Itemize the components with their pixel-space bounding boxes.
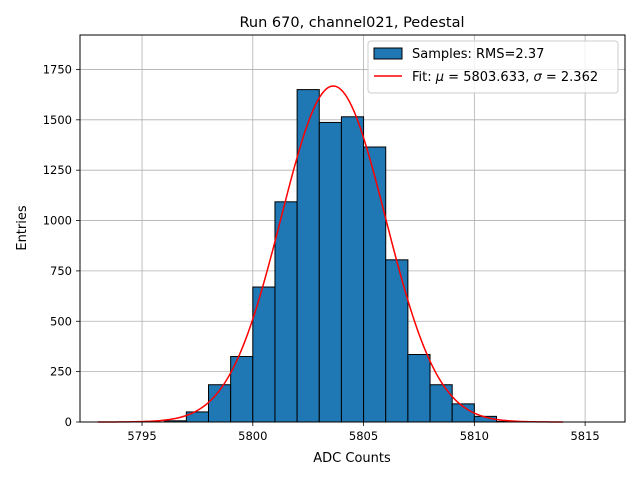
chart-title: Run 670, channel021, Pedestal	[239, 15, 464, 31]
histogram-bars	[163, 89, 520, 423]
x-tick-label: 5815	[570, 429, 599, 443]
y-axis-label: Entries	[15, 205, 30, 251]
legend-fit-mu-value: = 5803.633,	[444, 70, 533, 85]
legend-fit-sigma-value: = 2.362	[542, 70, 598, 85]
legend-frame	[367, 40, 619, 94]
y-tick-label: 1250	[43, 163, 72, 177]
y-tick-label: 250	[50, 365, 72, 379]
histogram-bar	[340, 116, 365, 423]
legend-fit-mu-symbol: μ	[435, 70, 444, 85]
y-tick-label: 750	[50, 264, 72, 278]
histogram-bar	[429, 384, 453, 423]
x-tick-label: 5800	[238, 429, 267, 443]
y-tick-label: 0	[65, 415, 72, 429]
y-tick-label: 1500	[43, 113, 72, 127]
histogram-bar	[363, 146, 387, 423]
x-tick-label: 5810	[460, 429, 489, 443]
y-tick-label: 1750	[43, 62, 72, 76]
fit-curve-layer	[97, 85, 563, 423]
legend-fit-sigma-symbol: σ	[534, 70, 543, 85]
histogram-bar	[407, 354, 431, 423]
histogram-bar	[385, 259, 409, 423]
legend-fit-label: Fit: μ = 5803.633, σ = 2.362	[412, 70, 598, 85]
histogram-bar	[296, 89, 320, 423]
y-tick-label: 1000	[43, 214, 72, 228]
fit-curve	[97, 85, 563, 423]
legend-samples-patch	[373, 47, 403, 60]
x-tick-label: 5795	[127, 429, 156, 443]
legend-fit-prefix: Fit:	[412, 70, 436, 85]
histogram-bar	[274, 201, 298, 423]
legend: Samples: RMS=2.37 Fit: μ = 5803.633, σ =…	[367, 40, 619, 94]
histogram-bar	[318, 121, 342, 423]
plot-frame	[79, 34, 626, 423]
axis-ticks: 5795 5800 5805 5810 5815 0 250 500 750 1000 1250 15…	[43, 62, 600, 443]
x-tick-label: 5805	[349, 429, 378, 443]
y-tick-label: 500	[50, 314, 72, 328]
legend-samples-label: Samples: RMS=2.37	[412, 47, 544, 62]
x-axis-label: ADC Counts	[313, 451, 391, 466]
